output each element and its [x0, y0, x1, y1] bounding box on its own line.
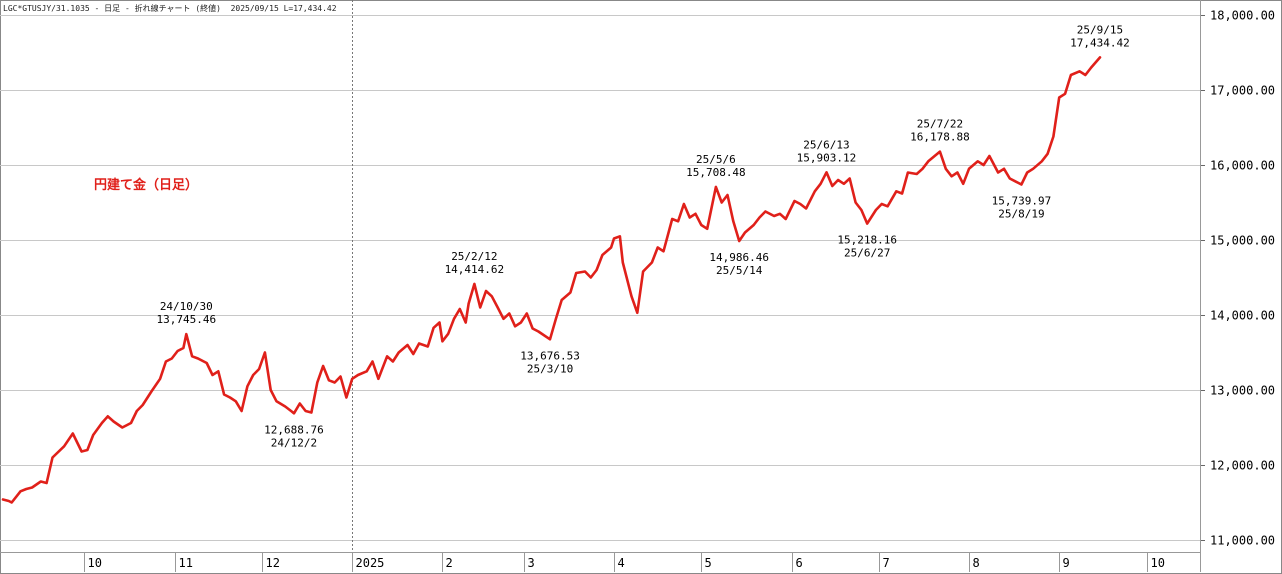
annotation-line1: 25/5/6: [696, 153, 736, 166]
y-tick-label: 12,000.00: [1210, 459, 1275, 473]
x-tick-label: 3: [528, 556, 535, 570]
annotation-line1: 25/9/15: [1077, 23, 1123, 36]
x-tick-label: 2: [446, 556, 453, 570]
x-tick-label: 8: [973, 556, 980, 570]
annotation-line2: 24/12/2: [271, 436, 317, 449]
chart-title: 円建て金（日足）: [94, 178, 199, 193]
annotation-line1: 14,986.46: [709, 251, 769, 264]
annotation-line2: 17,434.42: [1070, 36, 1130, 49]
x-tick-label: 11: [179, 556, 193, 570]
annotation-line1: 15,739.97: [992, 195, 1052, 208]
y-tick-label: 17,000.00: [1210, 84, 1275, 98]
y-tick-label: 18,000.00: [1210, 9, 1275, 23]
annotation-line1: 24/10/30: [160, 300, 213, 313]
annotation-line2: 25/8/19: [998, 208, 1044, 221]
x-tick-label: 10: [88, 556, 102, 570]
x-tick-label: 6: [796, 556, 803, 570]
annotation-line2: 15,903.12: [797, 151, 857, 164]
annotation-line2: 25/5/14: [716, 264, 763, 277]
x-tick-label: 9: [1063, 556, 1070, 570]
annotation-line2: 25/3/10: [527, 362, 573, 375]
series-line: [1, 56, 1102, 504]
annotation-line2: 16,178.88: [910, 131, 970, 144]
annotation-line1: 25/6/13: [803, 138, 849, 151]
y-tick-label: 14,000.00: [1210, 309, 1275, 323]
annotation-line1: 25/7/22: [917, 118, 963, 131]
x-tick-label: 7: [883, 556, 890, 570]
x-tick-label: 2025: [356, 556, 385, 570]
annotation-line2: 14,414.62: [445, 263, 505, 276]
x-tick-label: 10: [1151, 556, 1165, 570]
annotation-line1: 25/2/12: [451, 250, 497, 263]
annotation-line2: 15,708.48: [686, 166, 746, 179]
annotation-line2: 25/6/27: [844, 247, 890, 260]
annotation-line1: 15,218.16: [837, 234, 897, 247]
y-tick-label: 15,000.00: [1210, 234, 1275, 248]
y-tick-label: 16,000.00: [1210, 159, 1275, 173]
y-tick-label: 11,000.00: [1210, 534, 1275, 548]
x-tick-label: 12: [266, 556, 280, 570]
y-tick-label: 13,000.00: [1210, 384, 1275, 398]
x-tick-label: 5: [705, 556, 712, 570]
annotation-line1: 12,688.76: [264, 423, 324, 436]
annotation-line1: 13,676.53: [520, 349, 580, 362]
chart-header: LGC*GTUSJY/31.1035 - 日足 - 折れ線チャート (終値) 2…: [3, 4, 337, 13]
annotation-line2: 13,745.46: [157, 313, 217, 326]
x-tick-label: 4: [618, 556, 625, 570]
